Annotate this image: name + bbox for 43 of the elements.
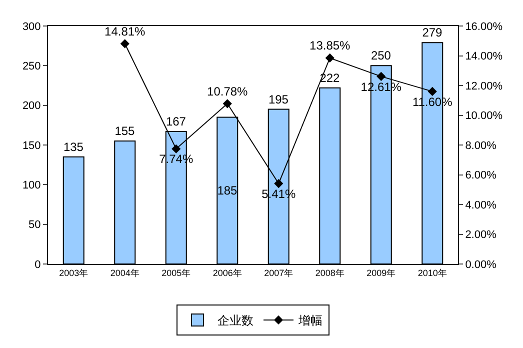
data-label: 14.81%	[104, 24, 146, 38]
data-label: 135	[63, 140, 84, 154]
y-tick-label: 50	[28, 219, 41, 232]
data-label: 13.85%	[310, 38, 351, 53]
y-tick-label: 250	[22, 60, 41, 73]
data-label: 167	[166, 114, 186, 129]
y2-tick-label: 2.00%	[465, 229, 497, 242]
y2-tick-label: 8.00%	[465, 140, 497, 152]
y2-tick-label: 0.00%	[465, 258, 497, 271]
y-tick-label: 300	[22, 20, 41, 33]
point	[120, 39, 130, 48]
y-tick-label: 200	[22, 100, 41, 112]
point	[274, 178, 284, 188]
y-tick-label: 0	[34, 258, 41, 271]
x-tick-label: 2004年	[110, 268, 140, 278]
point	[376, 72, 386, 81]
legend-label: 增幅	[298, 314, 322, 328]
x-tick-label: 2008年	[315, 268, 344, 278]
y2-tick-label: 4.00%	[465, 199, 497, 212]
point	[172, 144, 181, 154]
y2-tick-label: 12.00%	[465, 80, 503, 92]
x-tick-label: 2010年	[418, 268, 447, 278]
data-label: 10.78%	[207, 84, 248, 98]
y-tick-label: 150	[22, 140, 41, 152]
point	[428, 86, 437, 96]
data-label: 279	[422, 26, 443, 40]
x-tick-label: 2006年	[212, 268, 242, 278]
x-tick-label: 2007年	[264, 268, 294, 278]
data-label: 155	[114, 124, 136, 138]
y2-tick-label: 6.00%	[465, 170, 497, 182]
legend-label: 企业数	[218, 314, 254, 328]
y-tick-label: 100	[22, 180, 41, 192]
data-label: 185	[217, 184, 238, 198]
x-tick-label: 2005年	[162, 268, 191, 278]
y2-tick-label: 10.00%	[465, 110, 503, 122]
data-label: 195	[268, 92, 289, 106]
point	[325, 53, 334, 63]
point	[222, 99, 232, 108]
data-label: 250	[370, 48, 392, 63]
x-tick-label: 2009年	[366, 268, 396, 278]
y2-tick-label: 14.00%	[465, 50, 503, 63]
x-tick-label: 2003年	[59, 268, 88, 278]
y2-tick-label: 16.00%	[465, 20, 503, 33]
